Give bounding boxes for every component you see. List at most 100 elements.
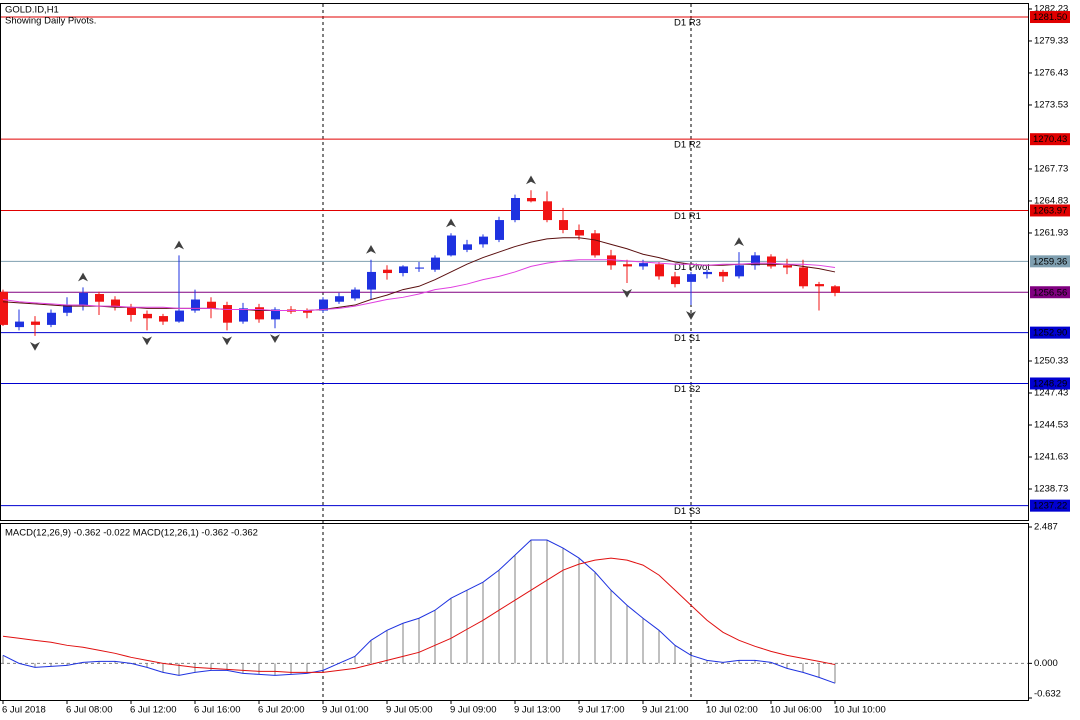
x-tick-label: 10 Jul 06:00 xyxy=(770,705,822,716)
x-tick-label: 10 Jul 02:00 xyxy=(706,705,758,716)
fractal-down xyxy=(269,334,281,344)
level-price-label: 1248.29 xyxy=(1033,379,1067,390)
x-tick-label: 9 Jul 01:00 xyxy=(322,705,368,716)
candle-body xyxy=(143,313,152,319)
candle-body xyxy=(575,229,584,236)
candle-body xyxy=(303,310,312,313)
y-tick-label: 1267.73 xyxy=(1034,163,1068,174)
candle-body xyxy=(351,289,360,299)
candle-body xyxy=(31,321,40,325)
candle-body xyxy=(815,284,824,287)
candle-body xyxy=(79,292,88,306)
y-tick-label: 0.000 xyxy=(1034,658,1058,669)
x-tick-label: 6 Jul 20:00 xyxy=(258,705,304,716)
y-tick-label: 1279.33 xyxy=(1034,35,1068,46)
candle-body xyxy=(367,271,376,290)
x-tick-label: 6 Jul 12:00 xyxy=(130,705,176,716)
y-tick-label: 1250.33 xyxy=(1034,356,1068,367)
level-price-box xyxy=(1030,326,1070,339)
macd-title: MACD(12,26,9) -0.362 -0.022 MACD(12,26,1… xyxy=(5,528,258,539)
x-tick-label: 10 Jul 10:00 xyxy=(834,705,886,716)
level-price-box xyxy=(1030,204,1070,217)
fractal-up xyxy=(733,237,745,247)
x-tick-label: 9 Jul 21:00 xyxy=(642,705,688,716)
x-tick-label: 6 Jul 08:00 xyxy=(66,705,112,716)
pivot-level-name: D1 S2 xyxy=(674,384,700,395)
pivot-level-name: D1 R3 xyxy=(674,18,701,29)
level-price-box xyxy=(1030,499,1070,512)
fractal-up xyxy=(365,244,377,254)
y-tick-label: -0.632 xyxy=(1034,689,1061,700)
chart-title: GOLD.ID,H1 xyxy=(5,5,59,16)
level-price-label: 1263.97 xyxy=(1033,205,1067,216)
chart-subtitle: Showing Daily Pivots. xyxy=(5,16,96,27)
price-panel-border xyxy=(0,3,1029,521)
candle-body xyxy=(63,305,72,313)
x-tick-label: 9 Jul 09:00 xyxy=(450,705,496,716)
pivot-level-name: D1 R2 xyxy=(674,140,701,151)
level-price-box xyxy=(1030,11,1070,24)
candle-body xyxy=(671,276,680,285)
y-tick-label: 2.487 xyxy=(1034,522,1058,533)
candle-body xyxy=(223,305,232,323)
macd-line xyxy=(2,539,836,684)
candle-body xyxy=(687,274,696,282)
y-tick-label: 1273.53 xyxy=(1034,99,1068,110)
candle-body xyxy=(783,265,792,268)
level-price-label: 1259.36 xyxy=(1033,256,1067,267)
candle-body xyxy=(527,197,536,202)
x-tick-label: 9 Jul 05:00 xyxy=(386,705,432,716)
fractal-down xyxy=(141,336,153,346)
y-tick-label: 1238.73 xyxy=(1034,484,1068,495)
candle-body xyxy=(47,312,56,325)
candle-body xyxy=(271,309,280,320)
x-tick-label: 9 Jul 13:00 xyxy=(514,705,560,716)
candle-body xyxy=(479,236,488,245)
candle-body xyxy=(831,286,840,293)
fractal-down xyxy=(621,289,633,298)
candle-body xyxy=(735,265,744,277)
x-tick-label: 6 Jul 2018 xyxy=(2,705,46,716)
candle-body xyxy=(175,310,184,322)
candle-body xyxy=(639,263,648,267)
candle-body xyxy=(751,255,760,266)
candle-body xyxy=(383,269,392,274)
fractal-up xyxy=(173,240,185,250)
y-tick-label: 1244.53 xyxy=(1034,420,1068,431)
x-tick-label: 9 Jul 17:00 xyxy=(578,705,624,716)
bid-price-box xyxy=(1030,286,1070,299)
candle-body xyxy=(543,201,552,221)
candle-body xyxy=(623,264,632,267)
level-price-label: 1252.90 xyxy=(1033,328,1067,339)
signal-line xyxy=(2,557,836,673)
candle-body xyxy=(415,267,424,269)
candle-body xyxy=(0,291,8,325)
y-tick-label: 1282.23 xyxy=(1034,3,1068,14)
pivot-level-name: D1 S3 xyxy=(674,506,700,517)
fractal-up xyxy=(445,218,457,228)
candle-body xyxy=(511,197,520,221)
candle-body xyxy=(207,301,216,309)
y-tick-label: 1261.93 xyxy=(1034,227,1068,238)
candle-body xyxy=(239,308,248,322)
fractal-down xyxy=(29,341,41,351)
candle-body xyxy=(159,316,168,322)
candle-body xyxy=(591,233,600,256)
candle-body xyxy=(463,244,472,250)
y-tick-label: 1276.43 xyxy=(1034,67,1068,78)
level-price-box xyxy=(1030,377,1070,390)
candle-body xyxy=(191,299,200,311)
pivot-level-name: D1 Pivot xyxy=(674,262,710,273)
candle-body xyxy=(655,264,664,277)
candle-body xyxy=(607,255,616,266)
level-price-box xyxy=(1030,255,1070,268)
candle-body xyxy=(559,220,568,230)
pivot-level-name: D1 R1 xyxy=(674,211,701,222)
candle-body xyxy=(15,321,24,328)
candle-body xyxy=(719,271,728,277)
candle-body xyxy=(447,235,456,256)
candle-body xyxy=(335,296,344,302)
level-price-box xyxy=(1030,133,1070,146)
